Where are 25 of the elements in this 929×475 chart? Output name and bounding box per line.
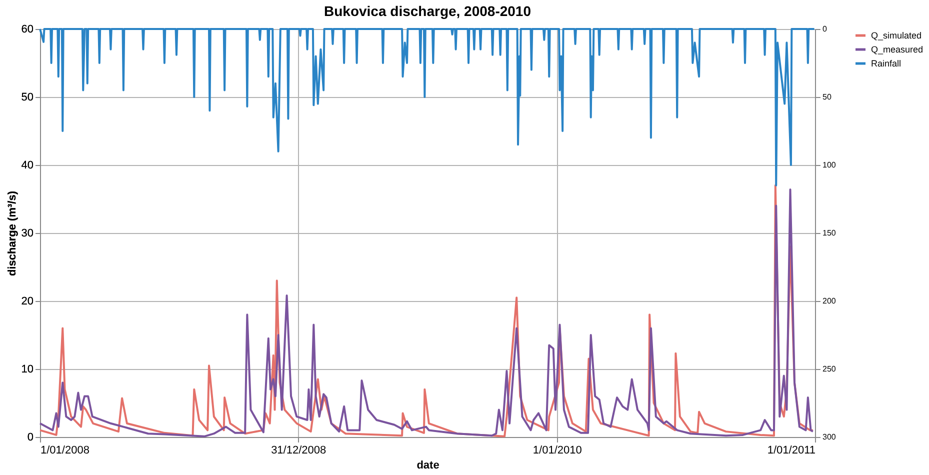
line-series	[39, 28, 816, 186]
y-tick-label: 10	[21, 364, 34, 376]
y-tick-label: 20	[21, 296, 34, 308]
y2-tick-label: 100	[822, 160, 836, 170]
y2-tick-label: 250	[822, 364, 836, 374]
y2-tick-label: 200	[822, 296, 836, 306]
legend-label: Q_simulated	[871, 30, 922, 40]
x-tick-label: 1/01/2010	[532, 444, 582, 456]
x-axis-title: date	[416, 460, 440, 472]
y-tick-label: 60	[21, 24, 34, 36]
x-tick-label: 1/01/2011	[767, 444, 816, 456]
legend-label: Q_measured	[871, 44, 924, 54]
y2-tick-label: 50	[822, 92, 832, 102]
legend-label: Rainfall	[871, 58, 902, 68]
y-axis-title: discharge (m³/s)	[6, 190, 18, 276]
y2-tick-label: 300	[822, 432, 836, 442]
y-tick-label: 50	[21, 92, 34, 104]
y2-tick-label: 150	[822, 228, 836, 238]
y-tick-label: 40	[21, 160, 34, 172]
y-tick-label: 30	[21, 228, 34, 240]
x-tick-label: 1/01/2008	[40, 444, 90, 456]
chart-title: Bukovica discharge, 2008-2010	[324, 3, 532, 19]
x-tick-label: 31/12/2008	[271, 444, 326, 456]
y2-tick-label: 0	[822, 24, 828, 34]
y-tick-label: 0	[27, 432, 34, 444]
